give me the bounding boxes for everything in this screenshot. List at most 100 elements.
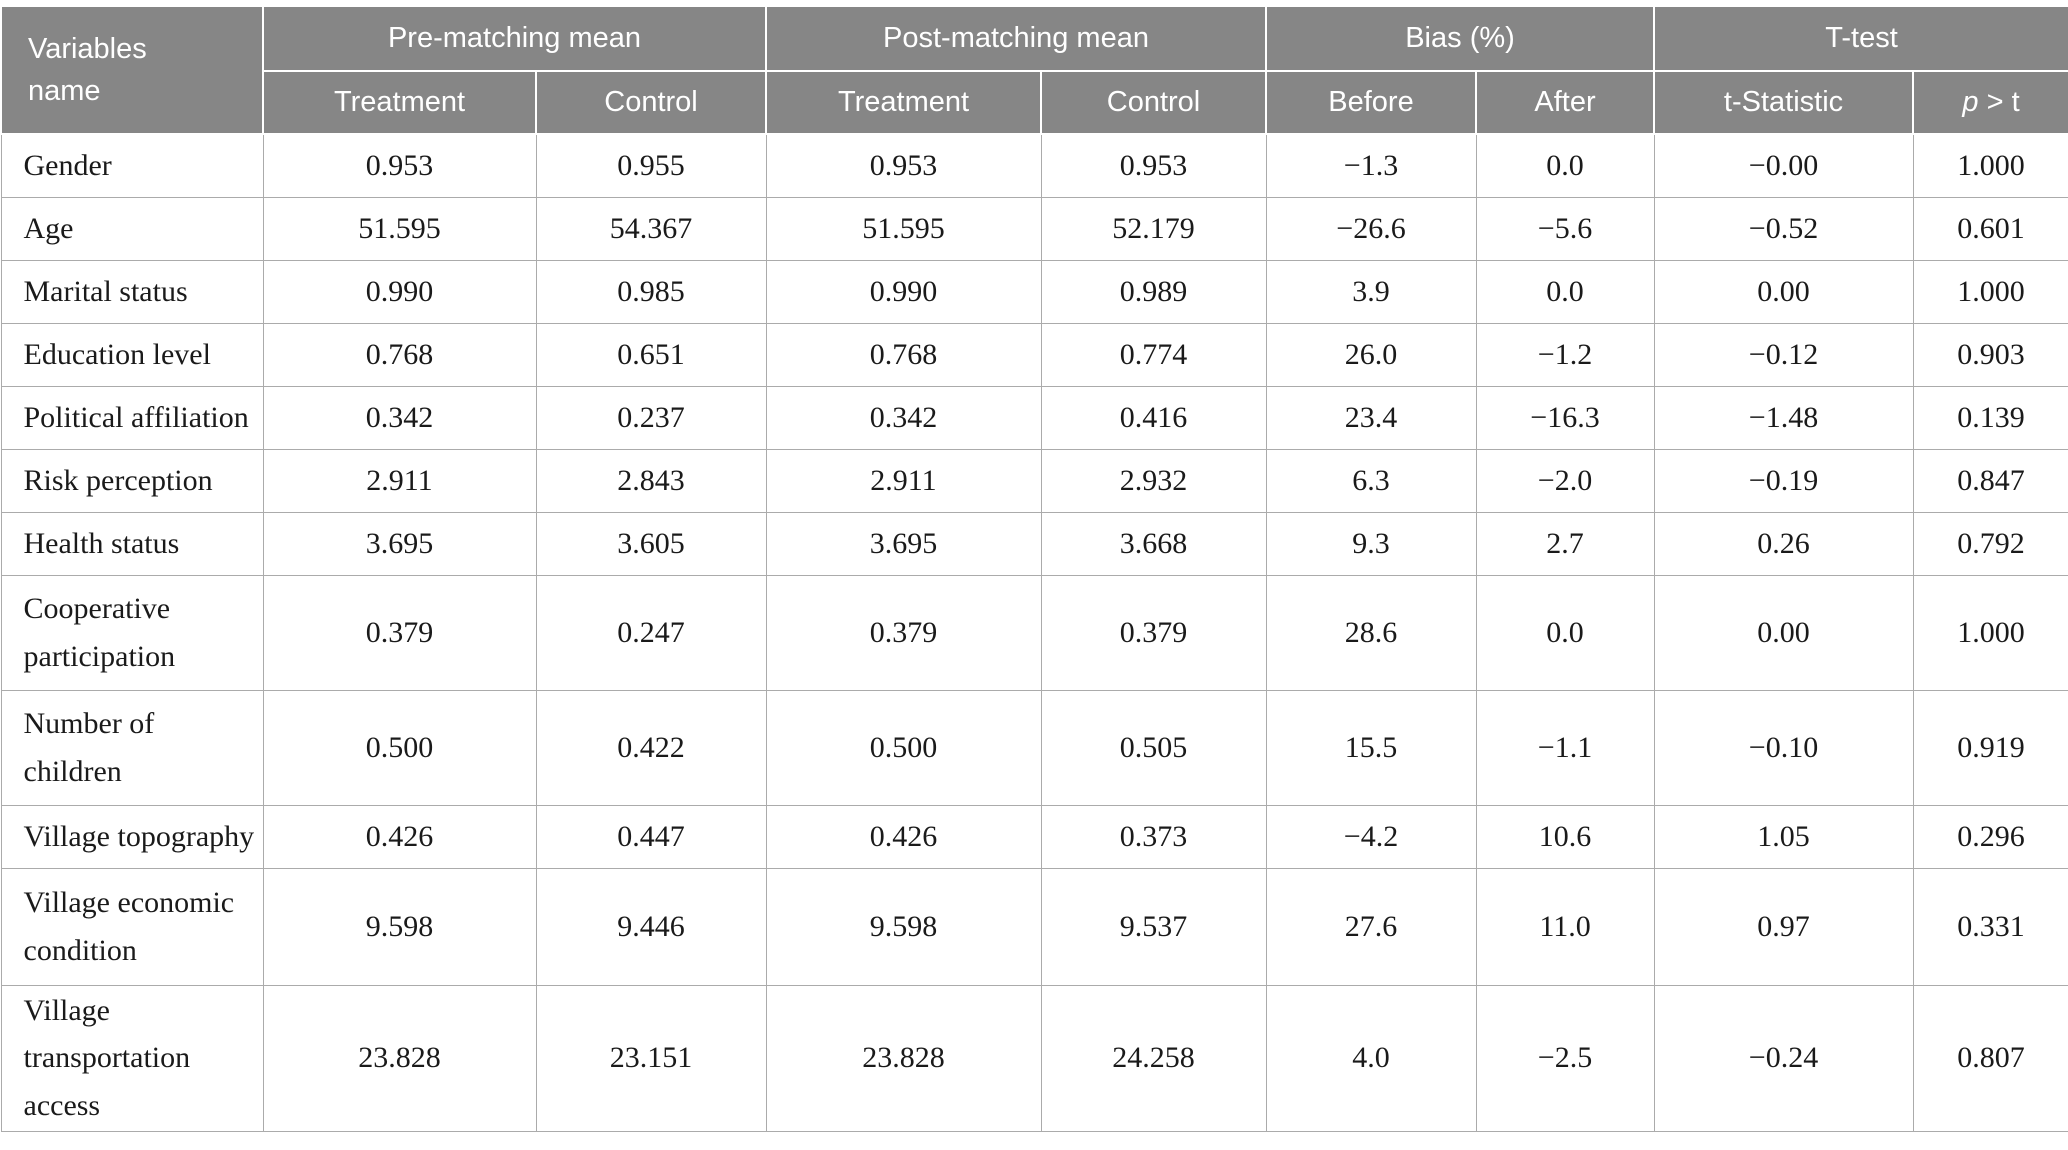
t-statistic-cell: −0.24 — [1653, 984, 1914, 1132]
table-row: Education level 0.768 0.651 0.768 0.774 … — [0, 322, 2068, 387]
bias-after-cell: −16.3 — [1475, 385, 1655, 450]
pre-treatment-cell: 0.953 — [262, 133, 537, 198]
table-row: Gender 0.953 0.955 0.953 0.953 −1.3 0.0 … — [0, 133, 2068, 198]
header-variables-name: Variables name — [0, 5, 264, 135]
pre-treatment-cell: 2.911 — [262, 448, 537, 513]
t-statistic-cell: −1.48 — [1653, 385, 1914, 450]
post-control-cell: 3.668 — [1040, 511, 1267, 576]
p-value-cell: 0.601 — [1912, 196, 2068, 261]
subheader-post-treatment: Treatment — [765, 70, 1042, 135]
t-statistic-cell: −0.19 — [1653, 448, 1914, 513]
bias-after-cell: 0.0 — [1475, 133, 1655, 198]
post-control-cell: 9.537 — [1040, 867, 1267, 986]
header-group-post-matching-mean: Post-matching mean — [765, 5, 1267, 72]
post-control-cell: 0.505 — [1040, 689, 1267, 806]
table-row: Age 51.595 54.367 51.595 52.179 −26.6 −5… — [0, 196, 2068, 261]
bias-before-cell: 9.3 — [1265, 511, 1477, 576]
bias-before-cell: −4.2 — [1265, 804, 1477, 869]
p-value-cell: 1.000 — [1912, 574, 2068, 691]
pre-control-cell: 0.237 — [535, 385, 767, 450]
pre-treatment-cell: 0.426 — [262, 804, 537, 869]
header-sub-row: Treatment Control Treatment Control Befo… — [1, 70, 2068, 135]
pre-treatment-cell: 0.379 — [262, 574, 537, 691]
bias-after-cell: 0.0 — [1475, 574, 1655, 691]
variable-name-cell: Cooperative participation — [0, 574, 264, 691]
bias-after-cell: −1.2 — [1475, 322, 1655, 387]
table-row: Number of children 0.500 0.422 0.500 0.5… — [0, 689, 2068, 806]
table-row: Political affiliation 0.342 0.237 0.342 … — [0, 385, 2068, 450]
bias-before-cell: 6.3 — [1265, 448, 1477, 513]
table-row: Village transportation access 23.828 23.… — [0, 984, 2068, 1132]
matching-balance-table: Variables name Pre-matching mean Post-ma… — [0, 5, 2068, 1132]
post-control-cell: 0.774 — [1040, 322, 1267, 387]
header-group-t-test: T-test — [1653, 5, 2068, 72]
variable-name-cell: Village economic condition — [0, 867, 264, 986]
p-italic: p — [1962, 86, 1979, 118]
pre-treatment-cell: 0.768 — [262, 322, 537, 387]
bias-before-cell: 4.0 — [1265, 984, 1477, 1132]
pre-control-cell: 2.843 — [535, 448, 767, 513]
pre-control-cell: 0.447 — [535, 804, 767, 869]
t-statistic-cell: −0.10 — [1653, 689, 1914, 806]
post-treatment-cell: 0.990 — [765, 259, 1042, 324]
variable-name-cell: Number of children — [0, 689, 264, 806]
table-body: Gender 0.953 0.955 0.953 0.953 −1.3 0.0 … — [0, 133, 2068, 1132]
t-statistic-cell: 0.26 — [1653, 511, 1914, 576]
variable-name-cell: Education level — [0, 322, 264, 387]
post-treatment-cell: 0.379 — [765, 574, 1042, 691]
subheader-pre-control: Control — [535, 70, 767, 135]
t-statistic-cell: −0.00 — [1653, 133, 1914, 198]
t-statistic-cell: 1.05 — [1653, 804, 1914, 869]
header-group-pre-matching-mean: Pre-matching mean — [262, 5, 767, 72]
bias-after-cell: 11.0 — [1475, 867, 1655, 986]
pre-treatment-cell: 0.990 — [262, 259, 537, 324]
post-treatment-cell: 2.911 — [765, 448, 1042, 513]
table-row: Health status 3.695 3.605 3.695 3.668 9.… — [0, 511, 2068, 576]
table-row: Cooperative participation 0.379 0.247 0.… — [0, 574, 2068, 691]
table-row: Village economic condition 9.598 9.446 9… — [0, 867, 2068, 986]
variable-name-cell: Gender — [0, 133, 264, 198]
p-value-cell: 0.792 — [1912, 511, 2068, 576]
subheader-pre-treatment: Treatment — [262, 70, 537, 135]
post-treatment-cell: 3.695 — [765, 511, 1042, 576]
pre-treatment-cell: 0.500 — [262, 689, 537, 806]
post-control-cell: 0.953 — [1040, 133, 1267, 198]
post-control-cell: 2.932 — [1040, 448, 1267, 513]
pre-treatment-cell: 9.598 — [262, 867, 537, 986]
post-treatment-cell: 0.500 — [765, 689, 1042, 806]
table-row: Marital status 0.990 0.985 0.990 0.989 3… — [0, 259, 2068, 324]
pre-control-cell: 0.651 — [535, 322, 767, 387]
p-value-cell: 0.331 — [1912, 867, 2068, 986]
header-group-bias-percent: Bias (%) — [1264, 5, 1656, 72]
p-value-cell: 1.000 — [1912, 133, 2068, 198]
t-statistic-cell: 0.00 — [1653, 259, 1914, 324]
variable-name-cell: Village topography — [0, 804, 264, 869]
pre-control-cell: 0.985 — [535, 259, 767, 324]
header-group-row: Variables name Pre-matching mean Post-ma… — [0, 5, 2068, 135]
p-value-cell: 0.847 — [1912, 448, 2068, 513]
post-treatment-cell: 9.598 — [765, 867, 1042, 986]
bias-after-cell: −5.6 — [1475, 196, 1655, 261]
p-value-cell: 0.903 — [1912, 322, 2068, 387]
p-rest: > t — [1978, 86, 2020, 118]
pre-treatment-cell: 3.695 — [262, 511, 537, 576]
post-control-cell: 0.416 — [1040, 385, 1267, 450]
post-treatment-cell: 0.953 — [765, 133, 1042, 198]
post-treatment-cell: 0.768 — [765, 322, 1042, 387]
bias-after-cell: −2.5 — [1475, 984, 1655, 1132]
table-row: Risk perception 2.911 2.843 2.911 2.932 … — [0, 448, 2068, 513]
pre-treatment-cell: 0.342 — [262, 385, 537, 450]
p-value-cell: 1.000 — [1912, 259, 2068, 324]
table-header: Variables name Pre-matching mean Post-ma… — [0, 5, 2068, 135]
post-control-cell: 0.373 — [1040, 804, 1267, 869]
p-value-cell: 0.139 — [1912, 385, 2068, 450]
subheader-t-statistic: t-Statistic — [1653, 70, 1915, 135]
variable-name-cell: Age — [0, 196, 264, 261]
bias-before-cell: 23.4 — [1265, 385, 1477, 450]
p-value-cell: 0.919 — [1912, 689, 2068, 806]
subheader-p-gt-t: p > t — [1912, 70, 2068, 135]
p-value-cell: 0.296 — [1912, 804, 2068, 869]
bias-before-cell: −1.3 — [1265, 133, 1477, 198]
variable-name-cell: Marital status — [0, 259, 264, 324]
